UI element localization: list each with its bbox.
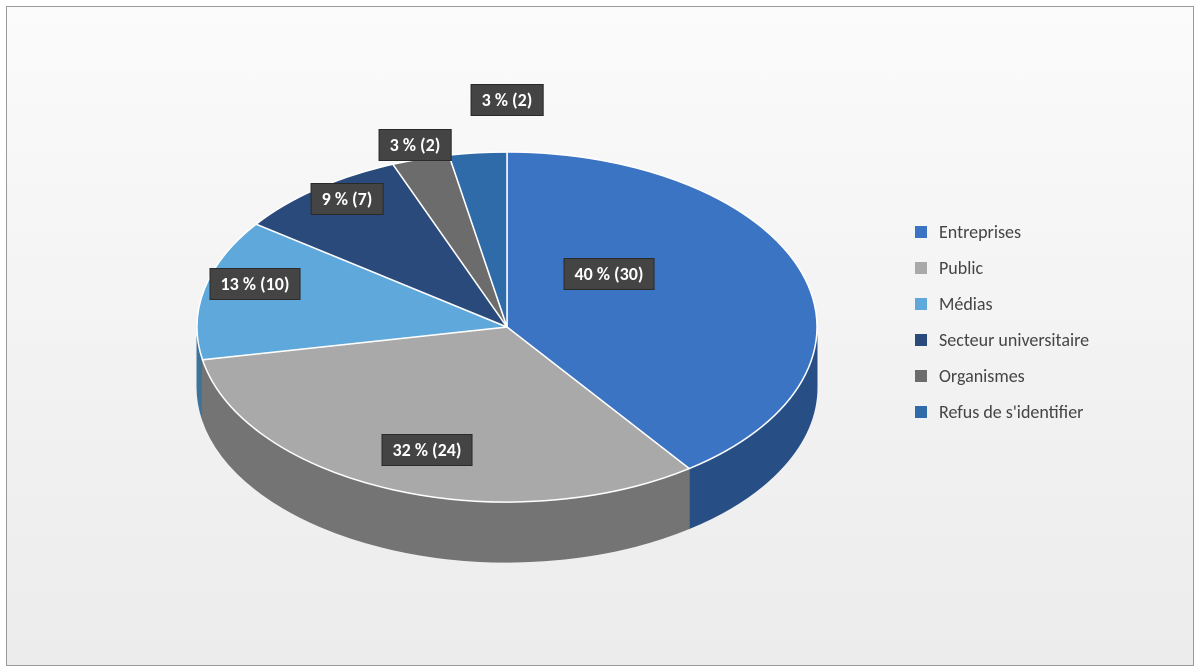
legend-item: Organismes <box>915 365 1165 387</box>
legend-label: Refus de s'identifier <box>939 401 1083 423</box>
legend-label: Public <box>939 257 983 279</box>
legend-swatch <box>915 370 927 382</box>
legend-item: Secteur universitaire <box>915 329 1165 351</box>
data-label: 9 % (7) <box>311 183 384 215</box>
legend-label: Organismes <box>939 365 1025 387</box>
legend-label: Médias <box>939 293 993 315</box>
legend: Entreprises Public Médias Secteur universit… <box>915 207 1165 437</box>
legend-label: Entreprises <box>939 221 1021 243</box>
legend-item: Public <box>915 257 1165 279</box>
legend-swatch <box>915 334 927 346</box>
legend-swatch <box>915 406 927 418</box>
legend-item: Refus de s'identifier <box>915 401 1165 423</box>
data-label: 3 % (2) <box>379 129 452 161</box>
legend-swatch <box>915 298 927 310</box>
pie-plot-area: 40 % (30) 32 % (24) 13 % (10) 9 % (7) 3 % (2… <box>27 27 917 647</box>
legend-swatch <box>915 226 927 238</box>
chart-frame: 40 % (30) 32 % (24) 13 % (10) 9 % (7) 3 % (2… <box>6 6 1194 666</box>
pie-svg <box>27 27 917 647</box>
legend-item: Médias <box>915 293 1165 315</box>
data-label: 40 % (30) <box>564 258 655 290</box>
data-label: 3 % (2) <box>471 84 544 116</box>
data-label: 13 % (10) <box>210 268 301 300</box>
legend-item: Entreprises <box>915 221 1165 243</box>
data-label: 32 % (24) <box>382 434 473 466</box>
legend-label: Secteur universitaire <box>939 329 1089 351</box>
legend-swatch <box>915 262 927 274</box>
